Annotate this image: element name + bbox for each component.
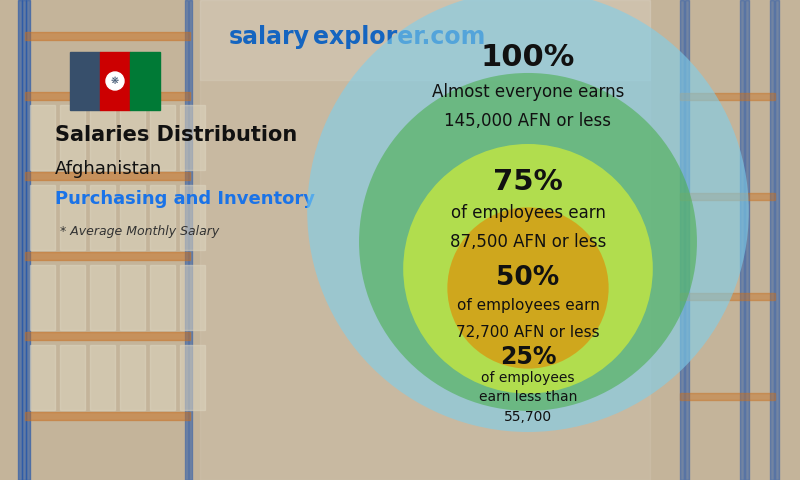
- Text: Almost everyone earns: Almost everyone earns: [432, 83, 624, 101]
- Text: Purchasing and Inventory: Purchasing and Inventory: [55, 190, 315, 208]
- Bar: [770, 0, 774, 480]
- Bar: [180, 105, 205, 170]
- Bar: [150, 105, 175, 170]
- Text: 87,500 AFN or less: 87,500 AFN or less: [450, 233, 606, 251]
- Bar: [740, 0, 744, 480]
- Bar: [130, 52, 160, 110]
- Bar: [60, 185, 85, 250]
- Bar: [25, 32, 190, 40]
- Text: Afghanistan: Afghanistan: [55, 160, 162, 178]
- Bar: [775, 0, 779, 480]
- Text: of employees earn: of employees earn: [450, 204, 606, 222]
- Text: of employees earn: of employees earn: [457, 298, 599, 313]
- Text: * Average Monthly Salary: * Average Monthly Salary: [60, 225, 219, 238]
- Bar: [30, 185, 55, 250]
- Text: 145,000 AFN or less: 145,000 AFN or less: [445, 112, 611, 130]
- Bar: [30, 265, 55, 330]
- Bar: [180, 185, 205, 250]
- Bar: [180, 345, 205, 410]
- Bar: [26, 0, 30, 480]
- Text: ❋: ❋: [111, 76, 119, 86]
- Text: 75%: 75%: [493, 168, 563, 196]
- Circle shape: [307, 0, 749, 432]
- Bar: [189, 0, 192, 480]
- Bar: [90, 265, 115, 330]
- Bar: [680, 93, 775, 100]
- Bar: [680, 293, 775, 300]
- Circle shape: [359, 73, 697, 411]
- Bar: [150, 265, 175, 330]
- Bar: [30, 105, 55, 170]
- Text: 55,700: 55,700: [504, 409, 552, 424]
- Circle shape: [403, 144, 653, 394]
- Bar: [680, 0, 684, 480]
- Bar: [25, 412, 190, 420]
- Bar: [100, 52, 130, 110]
- Text: 100%: 100%: [481, 43, 575, 72]
- Bar: [22, 0, 26, 480]
- Bar: [150, 185, 175, 250]
- Bar: [60, 105, 85, 170]
- Bar: [90, 185, 115, 250]
- Bar: [180, 265, 205, 330]
- Text: earn less than: earn less than: [479, 390, 577, 405]
- Bar: [200, 0, 650, 480]
- Bar: [200, 0, 650, 80]
- Bar: [90, 345, 115, 410]
- Circle shape: [447, 207, 609, 369]
- Circle shape: [106, 72, 124, 90]
- Text: 72,700 AFN or less: 72,700 AFN or less: [456, 324, 600, 340]
- Text: 25%: 25%: [500, 345, 556, 369]
- Bar: [680, 393, 775, 400]
- Text: salary: salary: [229, 25, 310, 49]
- Text: Salaries Distribution: Salaries Distribution: [55, 125, 298, 145]
- Bar: [25, 172, 190, 180]
- Text: explorer.com: explorer.com: [313, 25, 486, 49]
- Bar: [18, 0, 22, 480]
- Bar: [30, 345, 55, 410]
- Text: 50%: 50%: [496, 265, 560, 291]
- Bar: [685, 0, 689, 480]
- Bar: [185, 0, 188, 480]
- Bar: [680, 193, 775, 200]
- Bar: [25, 252, 190, 260]
- Text: of employees: of employees: [482, 371, 574, 385]
- Bar: [60, 345, 85, 410]
- Bar: [120, 265, 145, 330]
- Bar: [90, 105, 115, 170]
- Bar: [745, 0, 749, 480]
- Bar: [120, 105, 145, 170]
- Bar: [70, 52, 100, 110]
- Bar: [150, 345, 175, 410]
- Bar: [60, 265, 85, 330]
- Bar: [120, 345, 145, 410]
- Bar: [120, 185, 145, 250]
- Bar: [25, 92, 190, 100]
- Bar: [25, 332, 190, 340]
